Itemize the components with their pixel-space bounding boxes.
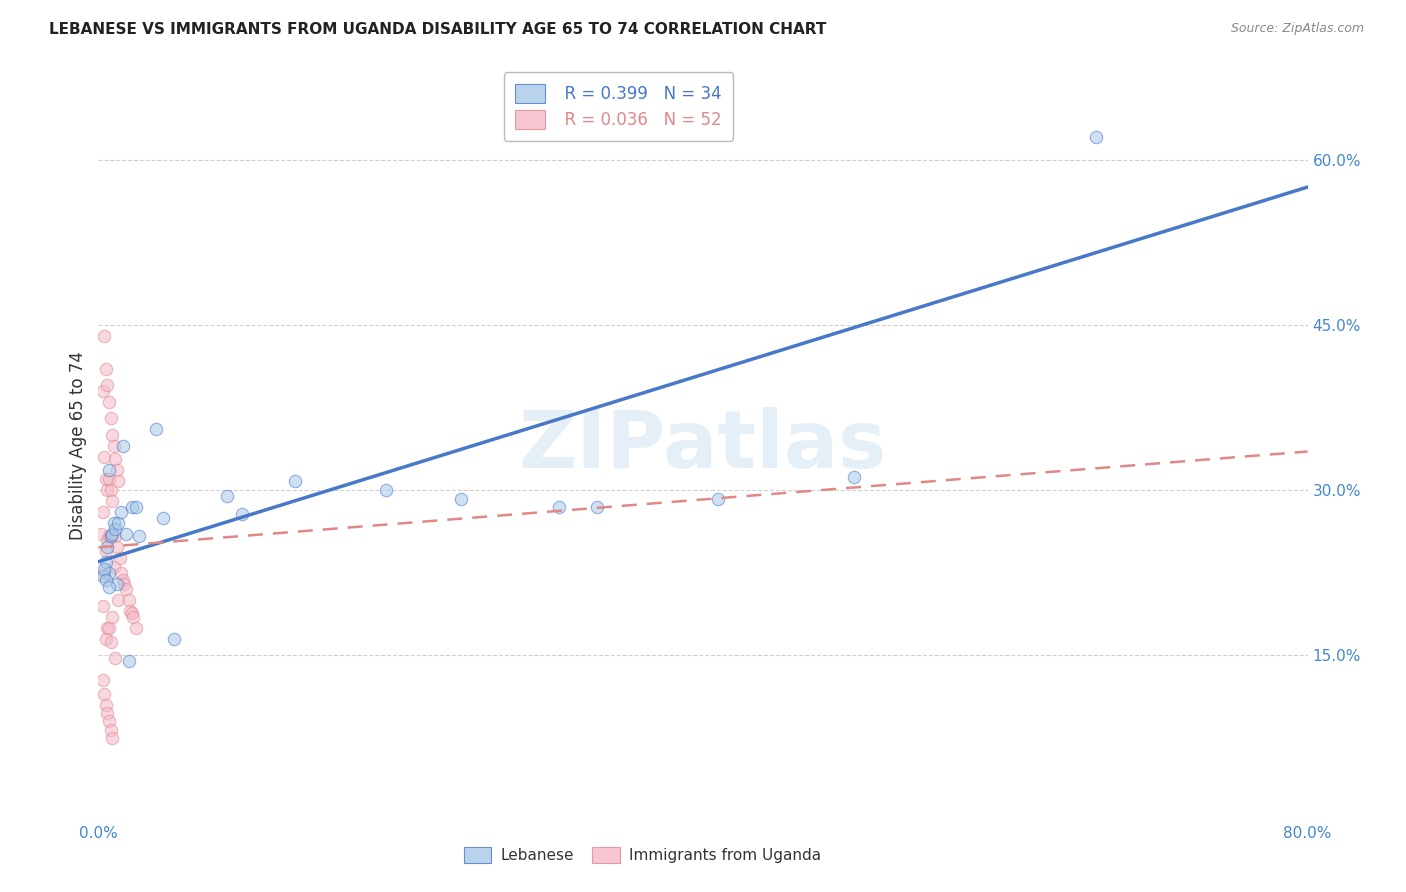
Point <box>215 489 238 503</box>
Point <box>93 562 115 576</box>
Point <box>1085 130 1108 145</box>
Point <box>586 500 609 514</box>
Point <box>163 632 186 646</box>
Point <box>94 543 117 558</box>
Point <box>100 529 122 543</box>
Point <box>231 508 253 522</box>
Point <box>94 362 117 376</box>
Point <box>111 574 134 588</box>
Point <box>91 505 114 519</box>
Point <box>96 706 118 720</box>
Text: Source: ZipAtlas.com: Source: ZipAtlas.com <box>1230 22 1364 36</box>
Point <box>114 527 136 541</box>
Point <box>105 576 128 591</box>
Point <box>96 541 118 555</box>
Point <box>93 566 115 580</box>
Point <box>374 483 396 497</box>
Point <box>145 422 167 436</box>
Point <box>118 654 141 668</box>
Point <box>94 698 117 712</box>
Point <box>450 491 472 506</box>
Point <box>844 470 866 484</box>
Point <box>98 566 121 580</box>
Point <box>94 555 117 569</box>
Point <box>90 527 112 541</box>
Point <box>111 439 134 453</box>
Point <box>98 395 121 409</box>
Point <box>96 533 118 547</box>
Point <box>98 621 121 635</box>
Point <box>93 328 115 343</box>
Legend: Lebanese, Immigrants from Uganda: Lebanese, Immigrants from Uganda <box>458 841 827 869</box>
Point <box>96 378 118 392</box>
Point <box>101 428 124 442</box>
Y-axis label: Disability Age 65 to 74: Disability Age 65 to 74 <box>69 351 87 541</box>
Point <box>104 529 127 543</box>
Point <box>100 411 122 425</box>
Point <box>91 599 114 613</box>
Text: ZIPatlas: ZIPatlas <box>519 407 887 485</box>
Point <box>125 621 148 635</box>
Point <box>94 574 117 588</box>
Point <box>103 560 125 574</box>
Point <box>114 582 136 597</box>
Point <box>122 609 145 624</box>
Point <box>104 452 127 467</box>
Point <box>107 516 129 530</box>
Text: LEBANESE VS IMMIGRANTS FROM UGANDA DISABILITY AGE 65 TO 74 CORRELATION CHART: LEBANESE VS IMMIGRANTS FROM UGANDA DISAB… <box>49 22 827 37</box>
Point <box>96 483 118 497</box>
Point <box>101 527 124 541</box>
Point <box>91 569 114 583</box>
Point <box>107 475 129 489</box>
Point <box>101 731 124 745</box>
Point <box>98 463 121 477</box>
Point <box>121 607 143 621</box>
Point <box>101 494 124 508</box>
Point <box>121 500 143 514</box>
Point <box>94 472 117 486</box>
Point <box>707 491 730 506</box>
Point <box>96 621 118 635</box>
Point <box>93 687 115 701</box>
Point <box>98 714 121 729</box>
Point <box>98 580 121 594</box>
Point <box>110 566 132 580</box>
Point <box>120 604 142 618</box>
Point <box>118 593 141 607</box>
Point <box>128 529 150 543</box>
Point <box>105 541 128 555</box>
Point <box>103 439 125 453</box>
Point <box>100 635 122 649</box>
Point <box>112 576 135 591</box>
Point <box>91 673 114 687</box>
Point <box>108 551 131 566</box>
Point <box>103 516 125 530</box>
Point <box>107 593 129 607</box>
Point <box>98 529 121 543</box>
Point <box>110 505 132 519</box>
Point <box>100 483 122 497</box>
Point <box>104 522 127 536</box>
Point <box>98 472 121 486</box>
Point <box>104 650 127 665</box>
Point <box>101 609 124 624</box>
Point <box>284 475 307 489</box>
Point <box>152 510 174 524</box>
Point <box>100 723 122 738</box>
Point <box>125 500 148 514</box>
Point <box>100 529 122 543</box>
Point <box>91 384 114 398</box>
Point <box>94 632 117 646</box>
Point <box>548 500 571 514</box>
Point <box>93 450 115 464</box>
Point <box>105 463 128 477</box>
